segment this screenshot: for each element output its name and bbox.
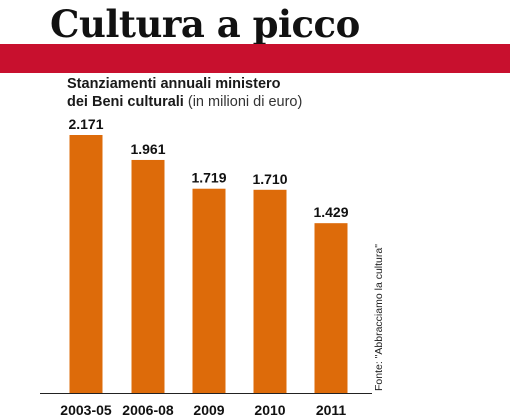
subtitle-unit: (in milioni di euro)	[187, 94, 303, 110]
bar-2010	[253, 189, 287, 393]
value-label: 1.719	[191, 170, 226, 186]
value-label: 1.429	[313, 204, 348, 220]
bar-2006-08	[131, 159, 165, 393]
category-label: 2003-05	[60, 402, 112, 418]
subtitle-line-2: dei Beni culturali	[67, 94, 184, 110]
source-note: Fonte: "Abbracciamo la cultura"	[373, 244, 385, 391]
page-title: Cultura a picco	[50, 2, 360, 46]
title-band	[0, 44, 510, 73]
subtitle-line-1: Stanziamenti annuali ministero	[67, 76, 281, 92]
category-label: 2011	[316, 402, 347, 418]
chart-subtitle: Stanziamenti annuali ministero dei Beni …	[67, 75, 302, 111]
bar-2003-05	[69, 135, 103, 393]
value-label: 2.171	[68, 116, 103, 132]
bar-2011	[314, 223, 348, 393]
category-label: 2006-08	[122, 402, 174, 418]
value-label: 1.961	[130, 141, 165, 157]
category-label: 2009	[193, 402, 224, 418]
value-label: 1.710	[252, 171, 287, 187]
category-label: 2010	[254, 402, 285, 418]
bar-2009	[192, 188, 226, 393]
